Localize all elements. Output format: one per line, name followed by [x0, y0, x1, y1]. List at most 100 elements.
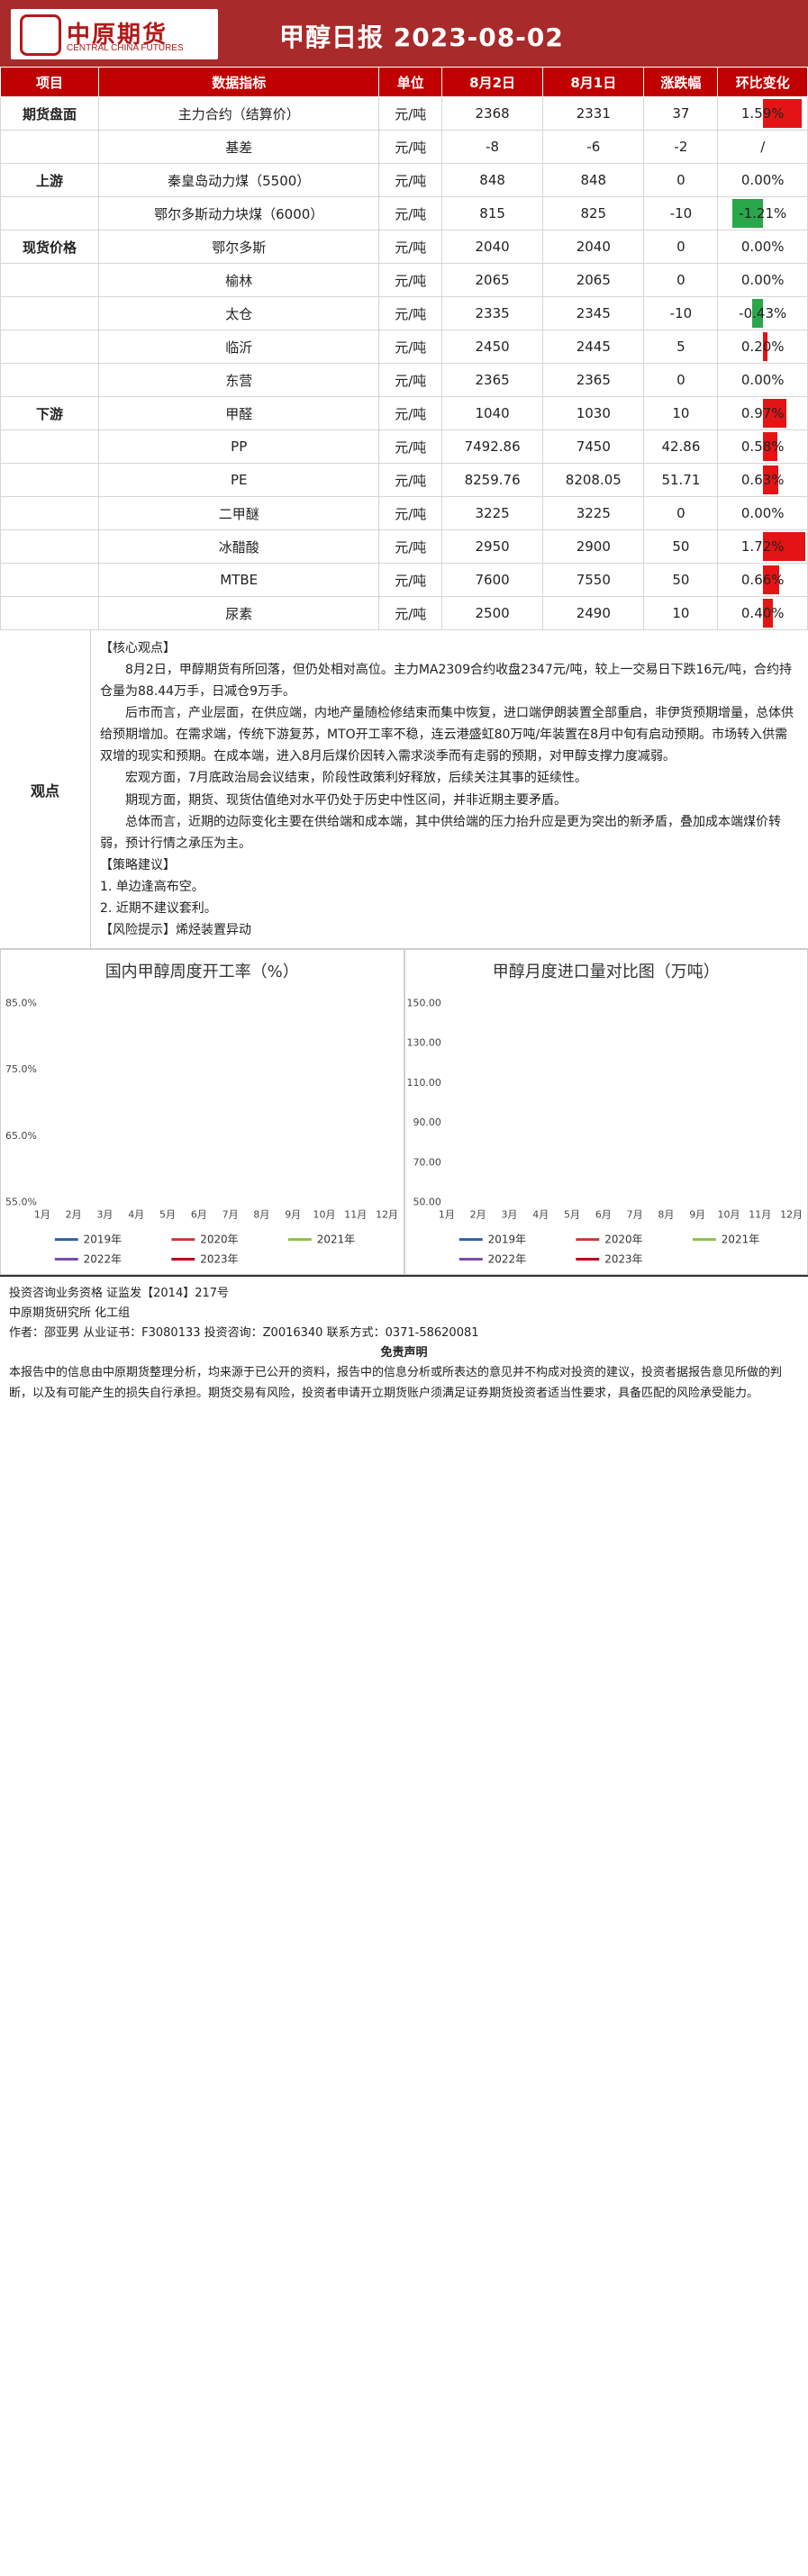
pct-change-cell: 1.59% [717, 96, 808, 131]
group-cell [0, 330, 99, 364]
x-tick-label: 4月 [532, 1209, 549, 1221]
y-tick-label: 70.00 [413, 1157, 440, 1169]
pct-bar [762, 332, 768, 361]
value-aug1-cell: 2445 [542, 330, 645, 364]
pct-change-cell: -1.21% [717, 196, 808, 230]
value-aug1-cell: -6 [542, 130, 645, 164]
unit-cell: 元/吨 [378, 296, 443, 330]
change-cell: -10 [643, 196, 719, 230]
value-aug1-cell: 7550 [542, 563, 645, 597]
legend-label: 2021年 [721, 1234, 758, 1246]
group-cell [0, 130, 99, 164]
pct-change-cell: 0.00% [717, 163, 808, 197]
value-aug1-cell: 2900 [542, 529, 645, 564]
table-row: MTBE 元/吨 7600 7550 50 0.66% [0, 563, 808, 597]
unit-cell: 元/吨 [378, 363, 443, 397]
x-tick-label: 6月 [191, 1209, 207, 1221]
pct-bar [751, 299, 763, 328]
value-aug2-cell: 2065 [441, 263, 544, 297]
page-title: 甲醇日报 2023-08-02 [279, 23, 564, 52]
y-tick-label: 85.0% [5, 998, 37, 1009]
pct-bar [762, 399, 787, 428]
indicator-cell: MTBE [97, 563, 380, 597]
value-aug2-cell: 2365 [441, 363, 544, 397]
group-cell [0, 263, 99, 297]
disclaimer: 本报告中的信息由中原期货整理分析，均来源于已公开的资料，报告中的信息分析或所表达… [9, 1366, 783, 1400]
group-cell [0, 529, 99, 564]
change-cell: -10 [643, 296, 719, 330]
value-aug2-cell: 848 [441, 163, 544, 197]
unit-cell: 元/吨 [378, 330, 443, 364]
viewpoint-paragraph: 2. 近期不建议套利。 [100, 900, 217, 916]
unit-cell: 元/吨 [378, 596, 443, 630]
unit-cell: 元/吨 [378, 263, 443, 297]
pct-text: 0.00% [740, 505, 785, 521]
unit-cell: 元/吨 [378, 463, 443, 497]
legend-label: 2023年 [200, 1253, 238, 1266]
pct-change-cell: 0.00% [717, 496, 808, 530]
change-cell: 5 [643, 330, 719, 364]
viewpoint-paragraph: 后市而言，产业层面，在供应端，内地产量随检修结束而集中恢复，进口端伊朗装置全部重… [100, 706, 794, 764]
pct-bar [732, 199, 763, 228]
col-unit: 单位 [378, 67, 443, 97]
viewpoint-body: 【核心观点】 8月2日，甲醇期货有所回落，但仍处相对高位。主力MA2309合约收盘… [91, 630, 808, 948]
pct-change-cell: 0.66% [717, 563, 808, 597]
viewpoint-paragraph: 【风险提示】烯烃装置异动 [100, 923, 251, 938]
x-tick-label: 12月 [376, 1209, 398, 1221]
indicator-cell: 东营 [97, 363, 380, 397]
group-cell: 现货价格 [0, 230, 99, 264]
group-cell [0, 429, 99, 464]
x-tick-label: 5月 [564, 1209, 580, 1221]
group-cell: 上游 [0, 163, 99, 197]
col-indicator: 数据指标 [97, 67, 380, 97]
pct-text: 0.58% [740, 438, 785, 455]
value-aug1-cell: 2365 [542, 363, 645, 397]
chart-monthly-imports: 甲醇月度进口量对比图（万吨） 150.00 130.00 110.00 90.00 70… [404, 949, 808, 1276]
y-tick-label: 110.00 [406, 1077, 440, 1089]
pct-change-cell: 0.00% [717, 263, 808, 297]
group-cell [0, 363, 99, 397]
x-tick-label: 7月 [222, 1209, 239, 1221]
value-aug1-cell: 7450 [542, 429, 645, 464]
unit-cell: 元/吨 [378, 529, 443, 564]
pct-text: 0.20% [740, 339, 785, 355]
legend-label: 2023年 [604, 1253, 642, 1266]
col-pct-change: 环比变化 [717, 67, 808, 97]
x-tick-label: 1月 [438, 1209, 454, 1221]
pct-change-cell: 1.72% [717, 529, 808, 564]
change-cell: 0 [643, 263, 719, 297]
indicator-cell: 基差 [97, 130, 380, 164]
x-tick-label: 10月 [717, 1209, 740, 1221]
value-aug1-cell: 848 [542, 163, 645, 197]
pct-change-cell: -0.43% [717, 296, 808, 330]
change-cell: 0 [643, 230, 719, 264]
group-cell [0, 463, 99, 497]
pct-bar [762, 599, 773, 628]
x-tick-label: 9月 [285, 1209, 301, 1221]
change-cell: 50 [643, 529, 719, 564]
y-tick-label: 130.00 [406, 1037, 440, 1049]
table-row: 太仓 元/吨 2335 2345 -10 -0.43% [0, 296, 808, 330]
logo-cn: 中原期货 [67, 22, 168, 49]
value-aug2-cell: 2450 [441, 330, 544, 364]
col-change: 涨跌幅 [643, 67, 719, 97]
table-row: 冰醋酸 元/吨 2950 2900 50 1.72% [0, 529, 808, 564]
legend-label: 2020年 [604, 1234, 642, 1246]
footer-license: 投资咨询业务资格 证监发【2014】217号 [9, 1287, 230, 1301]
indicator-cell: 冰醋酸 [97, 529, 380, 564]
value-aug2-cell: 8259.76 [441, 463, 544, 497]
indicator-cell: 尿素 [97, 596, 380, 630]
y-tick-label: 90.00 [413, 1116, 440, 1128]
change-cell: 10 [643, 396, 719, 430]
pct-change-cell: 0.20% [717, 330, 808, 364]
pct-change-cell: 0.40% [717, 596, 808, 630]
value-aug1-cell: 825 [542, 196, 645, 230]
group-cell: 下游 [0, 396, 99, 430]
pct-bar [762, 465, 779, 494]
pct-text: / [760, 139, 766, 155]
unit-cell: 元/吨 [378, 130, 443, 164]
change-cell: 0 [643, 163, 719, 197]
table-row: PP 元/吨 7492.86 7450 42.86 0.58% [0, 429, 808, 464]
pct-text: 0.40% [740, 605, 785, 621]
pct-bar [762, 99, 803, 128]
